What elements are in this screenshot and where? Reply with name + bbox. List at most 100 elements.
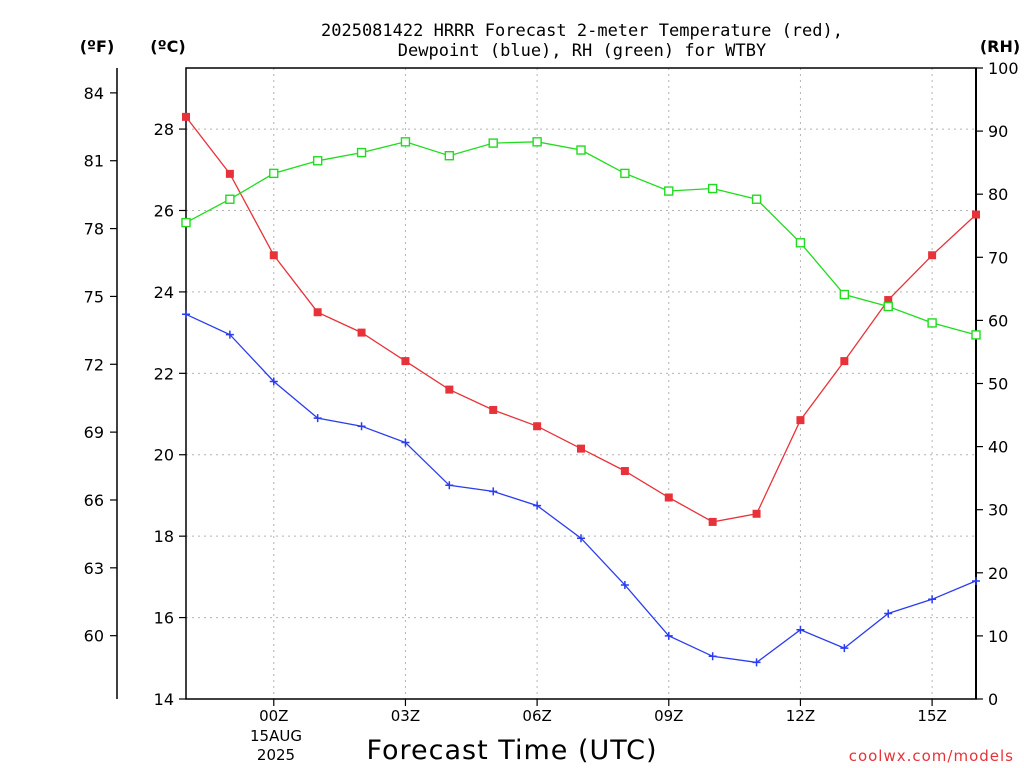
dewpoint-line <box>185 313 977 664</box>
rh-tick-label: 90 <box>988 122 1008 141</box>
celsius-tick-label: 26 <box>154 201 174 220</box>
dewpoint-point <box>752 658 761 667</box>
rh-point <box>356 147 367 158</box>
fahrenheit-tick-label: 60 <box>84 627 104 646</box>
dewpoint-point <box>182 310 190 319</box>
rh-tick-label: 10 <box>988 627 1008 646</box>
dewpoint-point <box>620 581 629 590</box>
fahrenheit-axis-unit: (ºF) <box>80 37 115 56</box>
temperature-point <box>620 467 629 476</box>
rh-tick-label: 70 <box>988 248 1008 267</box>
dewpoint-point <box>577 534 585 543</box>
rh-point <box>444 151 455 161</box>
chart-title-line-1: 2025081422 HRRR Forecast 2-meter Tempera… <box>321 21 843 41</box>
x-tick-label: 09Z <box>654 707 683 725</box>
rh-point <box>620 168 630 179</box>
rh-point <box>488 138 498 148</box>
temperature-point <box>182 112 190 121</box>
fahrenheit-tick-label: 84 <box>84 84 104 103</box>
rh-tick-label: 20 <box>988 564 1008 583</box>
chart-title-line-2: Dewpoint (blue), RH (green) for WTBY <box>398 41 766 61</box>
dewpoint-point <box>445 481 454 490</box>
grid-lines <box>186 68 976 699</box>
temperature-point <box>928 251 937 260</box>
rh-tick-label: 0 <box>988 690 998 709</box>
rh-tick-label: 100 <box>988 59 1019 78</box>
data-series <box>181 112 981 667</box>
temperature-line <box>185 116 977 523</box>
dewpoint-point <box>313 414 322 423</box>
dewpoint-point <box>884 609 893 618</box>
temperature-point <box>664 493 673 502</box>
temperature-point <box>972 210 980 219</box>
dewpoint-point <box>489 487 498 496</box>
temperature-point <box>796 416 805 425</box>
dewpoint-point <box>357 422 366 431</box>
fahrenheit-tick-label: 81 <box>84 152 104 171</box>
axes <box>116 67 977 700</box>
celsius-tick-label: 28 <box>154 120 174 139</box>
dewpoint-point <box>928 595 937 604</box>
rh-tick-label: 50 <box>988 375 1008 394</box>
temperature-point <box>708 517 717 526</box>
rh-series <box>181 137 981 340</box>
rh-tick-label: 60 <box>988 311 1008 330</box>
x-tick-label: 06Z <box>522 707 551 725</box>
rh-point <box>839 289 850 300</box>
rh-point <box>312 156 323 166</box>
rh-point <box>269 168 279 179</box>
dewpoint-point <box>533 501 542 510</box>
rh-point <box>576 145 586 155</box>
temperature-point <box>884 296 893 305</box>
dewpoint-point <box>708 652 717 661</box>
temperature-point <box>313 308 322 317</box>
rh-tick-label: 80 <box>988 185 1008 204</box>
celsius-axis-unit: (ºC) <box>150 37 185 56</box>
x-date-label-year: 2025 <box>257 746 295 764</box>
dewpoint-point <box>225 330 234 339</box>
rh-point <box>795 238 806 248</box>
rh-tick-label: 30 <box>988 501 1008 520</box>
celsius-tick-label: 18 <box>154 527 174 546</box>
temperature-point <box>752 509 761 518</box>
rh-point <box>971 330 981 340</box>
fahrenheit-tick-label: 66 <box>84 491 104 510</box>
dewpoint-point <box>972 576 980 585</box>
x-axis-label: Forecast Time (UTC) <box>366 735 657 766</box>
celsius-tick-label: 20 <box>154 446 174 465</box>
dewpoint-point <box>269 377 278 386</box>
temperature-point <box>445 385 454 394</box>
rh-point <box>532 137 542 147</box>
temperature-point <box>489 405 498 414</box>
axis-ticks: 14 16 18 20 22 24 26 28 60 63 66 69 72 75 78 81 84 0 10 20 3… <box>84 59 1019 725</box>
celsius-tick-label: 16 <box>154 609 174 628</box>
rh-point <box>664 186 674 196</box>
plot-frame <box>185 67 977 700</box>
x-date-label-day: 15AUG <box>250 727 302 745</box>
dewpoint-point <box>796 625 805 634</box>
temperature-point <box>401 357 410 366</box>
rh-point <box>707 183 718 194</box>
dewpoint-point <box>840 644 849 653</box>
rh-axis-unit: (RH) <box>980 37 1020 56</box>
credit-link[interactable]: coolwx.com/models <box>849 747 1014 765</box>
rh-point <box>751 194 762 204</box>
rh-line <box>185 141 977 336</box>
rh-point <box>400 137 411 147</box>
dewpoint-point <box>401 438 410 447</box>
temperature-point <box>225 169 234 178</box>
rh-point <box>927 318 937 328</box>
celsius-tick-label: 24 <box>154 283 174 302</box>
rh-point <box>225 194 235 204</box>
dewpoint-series <box>182 310 980 667</box>
temperature-point <box>840 357 849 366</box>
celsius-tick-label: 22 <box>154 364 174 383</box>
x-tick-label: 15Z <box>917 707 946 725</box>
dewpoint-point <box>664 631 673 640</box>
celsius-tick-label: 14 <box>154 690 174 709</box>
rh-tick-label: 40 <box>988 438 1008 457</box>
fahrenheit-tick-label: 69 <box>84 423 104 442</box>
fahrenheit-tick-label: 75 <box>84 287 104 306</box>
rh-point <box>181 217 191 228</box>
temperature-point <box>357 328 366 337</box>
